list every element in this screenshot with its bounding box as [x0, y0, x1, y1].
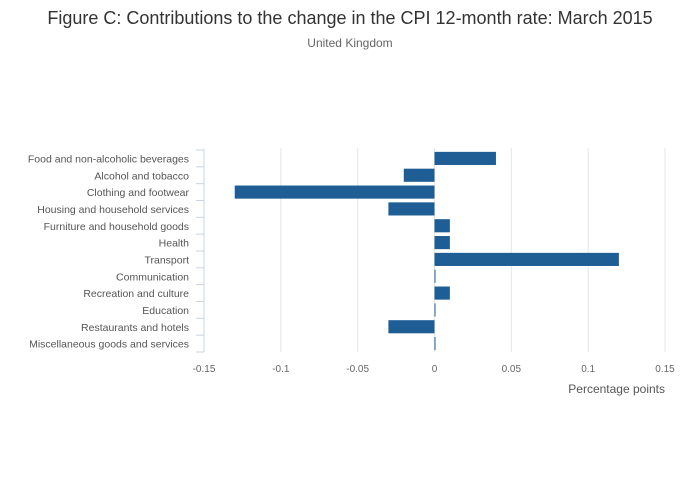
chart-title: Figure C: Contributions to the change in… — [47, 8, 652, 28]
x-tick-label: -0.1 — [272, 364, 290, 375]
bar — [434, 337, 436, 351]
bar — [434, 252, 619, 266]
y-category-label: Alcohol and tobacco — [94, 170, 189, 182]
y-category-label: Furniture and household goods — [44, 221, 189, 233]
bar — [434, 219, 450, 233]
bar — [388, 320, 435, 334]
x-axis: -0.15 -0.1 -0.05 0 0.05 0.1 0.15 — [193, 364, 676, 375]
bar — [434, 269, 436, 283]
chart-subtitle: United Kingdom — [307, 36, 392, 50]
y-category-label: Health — [159, 238, 190, 250]
x-tick-label: -0.15 — [193, 364, 216, 375]
bar — [234, 185, 435, 199]
x-tick-label: -0.05 — [346, 364, 369, 375]
bar — [434, 236, 450, 250]
bar — [388, 202, 435, 216]
y-category-label: Transport — [144, 254, 189, 266]
y-category-label: Miscellaneous goods and services — [29, 339, 189, 351]
y-category-label: Food and non-alcoholic beverages — [28, 153, 189, 165]
bar — [434, 286, 450, 300]
gridlines — [203, 148, 666, 352]
y-category-label: Recreation and culture — [83, 288, 189, 300]
y-category-label: Clothing and footwear — [87, 187, 190, 199]
y-category-label: Restaurants and hotels — [81, 322, 189, 334]
x-tick-label: 0 — [432, 364, 438, 375]
x-tick-label: 0.15 — [655, 364, 675, 375]
bar — [434, 303, 436, 317]
bar — [403, 168, 435, 182]
x-tick-label: 0.05 — [502, 364, 522, 375]
y-axis: Food and non-alcoholic beverages Alcohol … — [28, 149, 205, 353]
x-tick-label: 0.1 — [581, 364, 595, 375]
bar — [434, 151, 496, 165]
y-category-label: Communication — [116, 271, 189, 283]
y-category-label: Education — [142, 305, 189, 317]
x-axis-title: Percentage points — [568, 382, 665, 396]
y-category-label: Housing and household services — [37, 204, 189, 216]
bars — [234, 151, 619, 351]
